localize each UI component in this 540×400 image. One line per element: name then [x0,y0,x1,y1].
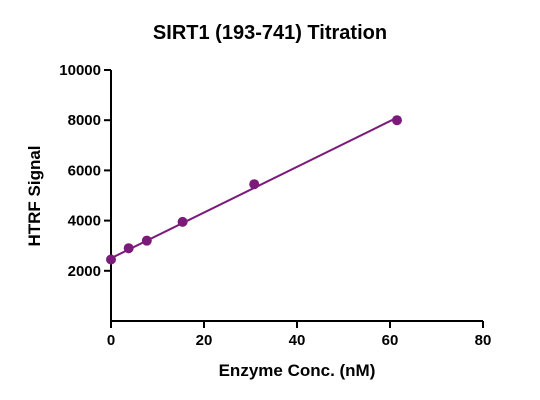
plot-area [106,115,402,265]
data-point [123,243,134,254]
axes [110,70,483,322]
y-tick-label: 6000 [68,162,101,179]
x-tick-label: 40 [289,332,306,349]
x-tick-label: 80 [475,332,492,349]
chart-title: SIRT1 (193-741) Titration [153,22,387,44]
y-tick-label: 10000 [59,62,101,79]
x-tick-label: 20 [196,332,213,349]
x-tick-label: 60 [382,332,399,349]
y-tick-label: 8000 [68,112,101,129]
x-axis-label: Enzyme Conc. (nM) [219,361,376,380]
y-tick-label: 2000 [68,263,101,280]
ticks: 2000 4000 6000 8000 10000 0 20 40 60 80 [59,62,491,349]
y-axis-label: HTRF Signal [25,145,44,246]
data-point [177,216,188,227]
data-point [249,179,260,190]
data-point [391,115,402,126]
x-tick-label: 0 [107,332,115,349]
data-point [106,254,116,265]
data-point [141,235,152,246]
y-tick-label: 4000 [68,213,101,230]
